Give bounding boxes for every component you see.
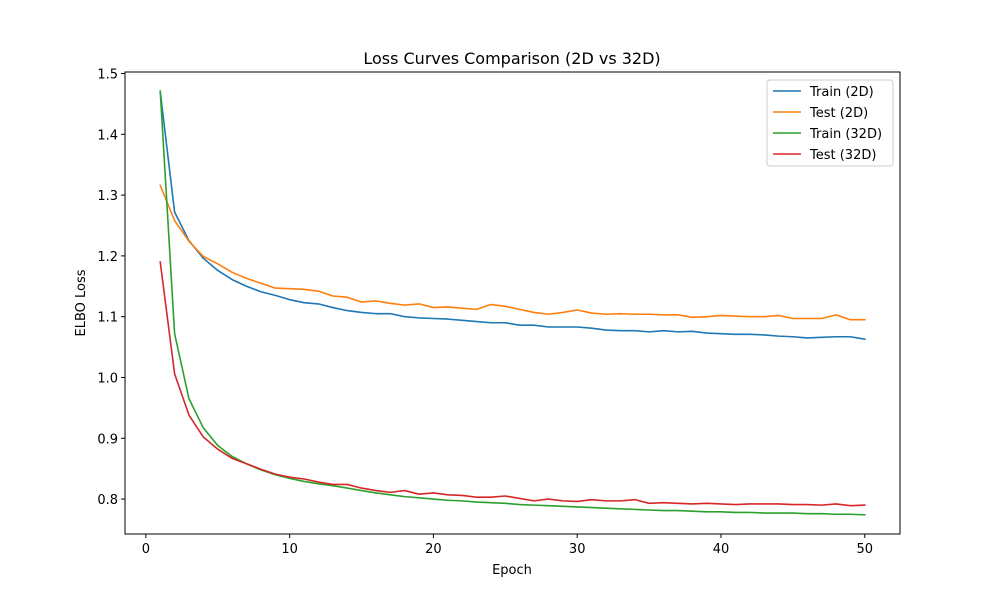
- legend-label: Test (32D): [809, 148, 876, 163]
- x-tick-label: 20: [425, 542, 442, 557]
- legend-label: Train (32D): [809, 127, 882, 142]
- plot-area: [124, 71, 901, 535]
- x-axis-ticks: 0 10 20 30 40 50: [142, 534, 873, 557]
- legend-label: Test (2D): [809, 106, 868, 121]
- x-tick-label: 50: [856, 542, 873, 557]
- legend-items: Train (2D) Test (2D) Train (32D) Test (32D): [773, 85, 882, 163]
- plot-frame: [124, 71, 901, 535]
- y-axis-ticks: 0.8 0.9 1.0 1.1 1.2 1.3 1.4 1.5: [97, 68, 125, 508]
- y-tick-label: 0.9: [97, 432, 118, 447]
- x-tick-label: 0: [142, 542, 150, 557]
- legend: Train (2D) Test (2D) Train (32D) Test (32D): [766, 79, 894, 167]
- y-tick-label: 0.8: [97, 493, 118, 508]
- series-line-test-32d: [159, 261, 866, 507]
- y-tick-label: 1.2: [97, 250, 118, 265]
- legend-box: [766, 79, 894, 167]
- x-axis-label: Epoch: [492, 563, 532, 578]
- y-tick-label: 1.1: [97, 311, 118, 326]
- x-tick-label: 30: [569, 542, 586, 557]
- lines-layer: [159, 90, 866, 516]
- legend-label: Train (2D): [809, 85, 874, 100]
- y-tick-label: 1.5: [97, 68, 118, 83]
- x-tick-label: 10: [281, 542, 298, 557]
- chart-title: Loss Curves Comparison (2D vs 32D): [363, 49, 660, 68]
- series-line-test-2d: [159, 184, 866, 321]
- y-tick-label: 1.0: [97, 371, 118, 386]
- series-line-train-2d: [159, 90, 866, 341]
- x-tick-label: 40: [713, 542, 730, 557]
- y-tick-label: 1.4: [97, 128, 118, 143]
- y-axis-label: ELBO Loss: [74, 269, 89, 336]
- y-tick-label: 1.3: [97, 189, 118, 204]
